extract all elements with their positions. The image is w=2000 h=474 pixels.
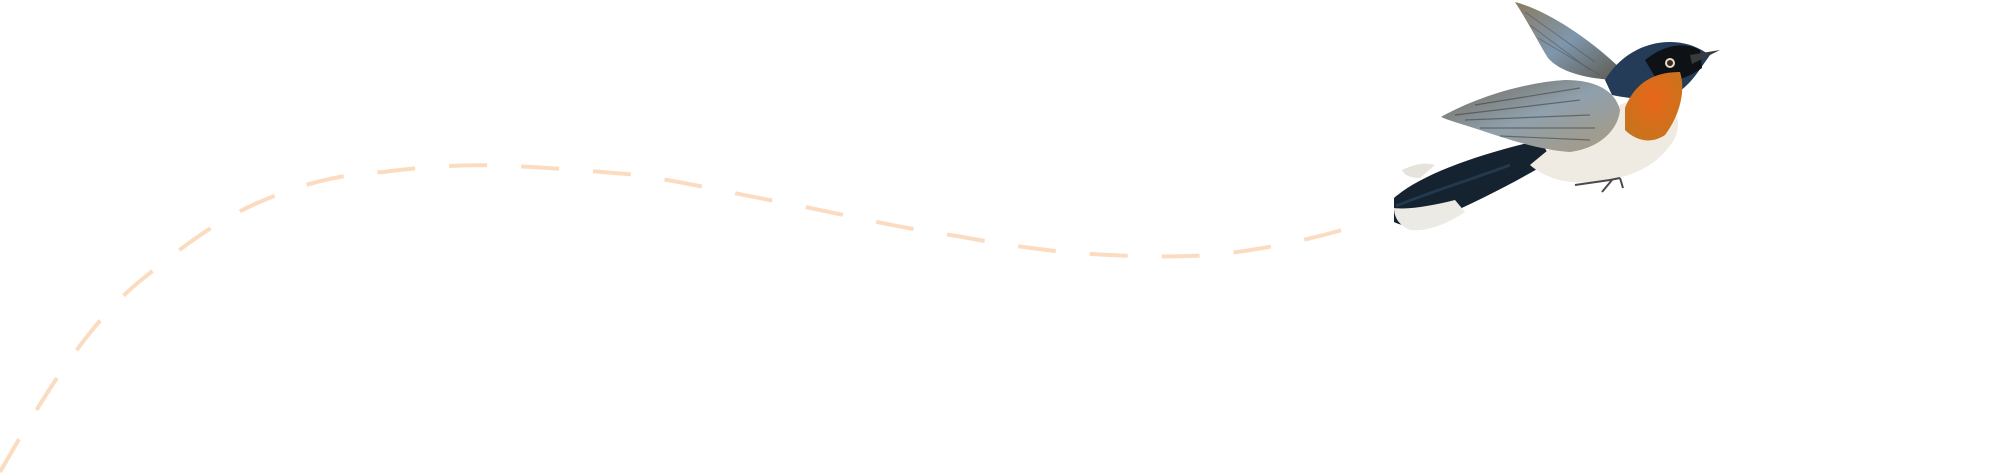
bird-throat bbox=[1625, 72, 1683, 141]
bird-foot bbox=[1574, 177, 1624, 193]
bird-tail-tip bbox=[1394, 200, 1465, 231]
bird-lower-wing bbox=[1441, 80, 1620, 152]
bird bbox=[1394, 2, 1720, 231]
bird-upper-wing bbox=[1515, 2, 1620, 80]
bird-tail bbox=[1394, 140, 1552, 226]
bird-beak bbox=[1690, 50, 1720, 64]
dashed-flight-path bbox=[0, 163, 1353, 473]
